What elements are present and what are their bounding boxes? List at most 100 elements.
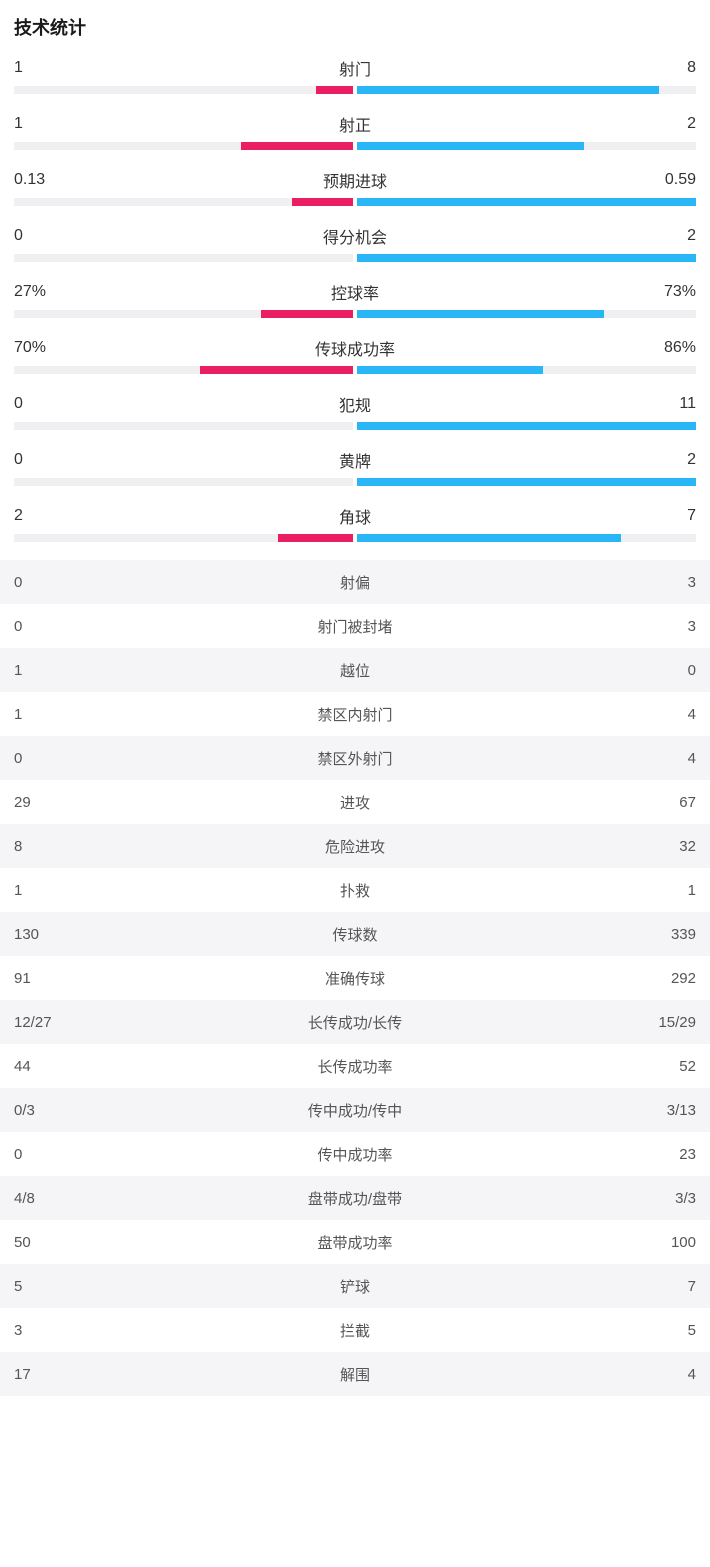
bar-track bbox=[14, 478, 696, 486]
stat-label: 解围 bbox=[241, 1364, 468, 1385]
away-value: 5 bbox=[469, 1322, 696, 1339]
away-value: 4 bbox=[469, 750, 696, 767]
away-value: 7 bbox=[469, 507, 696, 525]
home-value: 27% bbox=[14, 283, 241, 301]
away-value: 3 bbox=[469, 618, 696, 635]
home-bar-fill bbox=[241, 142, 353, 150]
away-bar-fill bbox=[357, 86, 659, 94]
stat-label: 传中成功/传中 bbox=[241, 1100, 468, 1121]
home-bar-track bbox=[14, 198, 353, 206]
away-bar-track bbox=[357, 310, 696, 318]
home-value: 50 bbox=[14, 1234, 241, 1251]
bar-stat-row: 1 射门 8 bbox=[14, 56, 696, 94]
bar-stat-row: 27% 控球率 73% bbox=[14, 280, 696, 318]
table-row: 0 禁区外射门 4 bbox=[0, 736, 710, 780]
away-value: 23 bbox=[469, 1146, 696, 1163]
stat-label: 扑救 bbox=[241, 880, 468, 901]
home-value: 0 bbox=[14, 451, 241, 469]
table-row: 0 射偏 3 bbox=[0, 560, 710, 604]
home-value: 130 bbox=[14, 926, 241, 943]
home-value: 1 bbox=[14, 662, 241, 679]
stat-label: 角球 bbox=[241, 504, 468, 528]
table-row: 4/8 盘带成功/盘带 3/3 bbox=[0, 1176, 710, 1220]
home-value: 0/3 bbox=[14, 1102, 241, 1119]
bar-stat-row: 0 犯规 11 bbox=[14, 392, 696, 430]
table-row: 91 准确传球 292 bbox=[0, 956, 710, 1000]
table-row: 0/3 传中成功/传中 3/13 bbox=[0, 1088, 710, 1132]
bar-stat-row: 0 得分机会 2 bbox=[14, 224, 696, 262]
table-row: 5 铲球 7 bbox=[0, 1264, 710, 1308]
home-value: 91 bbox=[14, 970, 241, 987]
home-bar-track bbox=[14, 142, 353, 150]
home-bar-track bbox=[14, 422, 353, 430]
table-row: 17 解围 4 bbox=[0, 1352, 710, 1396]
away-bar-track bbox=[357, 86, 696, 94]
home-value: 0 bbox=[14, 1146, 241, 1163]
bar-stat-row: 70% 传球成功率 86% bbox=[14, 336, 696, 374]
away-bar-track bbox=[357, 422, 696, 430]
table-row: 12/27 长传成功/长传 15/29 bbox=[0, 1000, 710, 1044]
away-value: 292 bbox=[469, 970, 696, 987]
home-bar-track bbox=[14, 478, 353, 486]
away-value: 73% bbox=[469, 283, 696, 301]
away-value: 100 bbox=[469, 1234, 696, 1251]
stat-label: 射偏 bbox=[241, 572, 468, 593]
stat-label: 长传成功/长传 bbox=[241, 1012, 468, 1033]
bar-stat-row: 0.13 预期进球 0.59 bbox=[14, 168, 696, 206]
away-value: 1 bbox=[469, 882, 696, 899]
stat-label: 禁区内射门 bbox=[241, 704, 468, 725]
away-value: 15/29 bbox=[469, 1014, 696, 1031]
bar-track bbox=[14, 310, 696, 318]
away-bar-track bbox=[357, 198, 696, 206]
table-row: 0 传中成功率 23 bbox=[0, 1132, 710, 1176]
bar-values-row: 1 射正 2 bbox=[14, 112, 696, 136]
away-value: 4 bbox=[469, 706, 696, 723]
home-value: 17 bbox=[14, 1366, 241, 1383]
table-row: 1 扑救 1 bbox=[0, 868, 710, 912]
stat-label: 准确传球 bbox=[241, 968, 468, 989]
home-value: 70% bbox=[14, 339, 241, 357]
home-value: 5 bbox=[14, 1278, 241, 1295]
stat-label: 危险进攻 bbox=[241, 836, 468, 857]
home-bar-fill bbox=[278, 534, 353, 542]
home-value: 1 bbox=[14, 59, 241, 77]
table-row: 50 盘带成功率 100 bbox=[0, 1220, 710, 1264]
away-value: 0.59 bbox=[469, 171, 696, 189]
table-stats-section: 0 射偏 3 0 射门被封堵 3 1 越位 0 1 禁区内射门 4 0 禁区外射… bbox=[0, 560, 710, 1396]
stat-label: 长传成功率 bbox=[241, 1056, 468, 1077]
home-bar-fill bbox=[261, 310, 353, 318]
table-row: 0 射门被封堵 3 bbox=[0, 604, 710, 648]
home-bar-fill bbox=[200, 366, 353, 374]
home-value: 0 bbox=[14, 618, 241, 635]
bar-values-row: 0 黄牌 2 bbox=[14, 448, 696, 472]
home-value: 0 bbox=[14, 227, 241, 245]
home-value: 44 bbox=[14, 1058, 241, 1075]
away-value: 3 bbox=[469, 574, 696, 591]
stat-label: 控球率 bbox=[241, 280, 468, 304]
stat-label: 越位 bbox=[241, 660, 468, 681]
table-row: 44 长传成功率 52 bbox=[0, 1044, 710, 1088]
away-bar-fill bbox=[357, 142, 584, 150]
bar-track bbox=[14, 198, 696, 206]
stat-label: 传球数 bbox=[241, 924, 468, 945]
away-bar-fill bbox=[357, 366, 543, 374]
away-value: 8 bbox=[469, 59, 696, 77]
bar-track bbox=[14, 366, 696, 374]
section-title: 技术统计 bbox=[14, 14, 696, 40]
away-value: 11 bbox=[469, 395, 696, 413]
home-bar-fill bbox=[292, 198, 353, 206]
away-bar-fill bbox=[357, 478, 696, 486]
stat-label: 盘带成功率 bbox=[241, 1232, 468, 1253]
home-value: 1 bbox=[14, 115, 241, 133]
home-value: 2 bbox=[14, 507, 241, 525]
away-bar-track bbox=[357, 142, 696, 150]
bar-stat-row: 0 黄牌 2 bbox=[14, 448, 696, 486]
stat-label: 禁区外射门 bbox=[241, 748, 468, 769]
table-row: 8 危险进攻 32 bbox=[0, 824, 710, 868]
stat-label: 拦截 bbox=[241, 1320, 468, 1341]
bar-track bbox=[14, 254, 696, 262]
bar-track bbox=[14, 422, 696, 430]
bar-track bbox=[14, 142, 696, 150]
home-value: 0 bbox=[14, 574, 241, 591]
stat-label: 犯规 bbox=[241, 392, 468, 416]
